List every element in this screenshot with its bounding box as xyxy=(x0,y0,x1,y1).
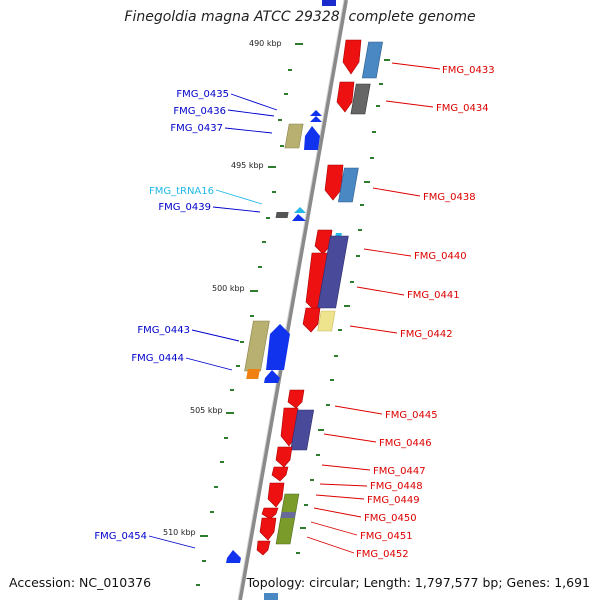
gene-arrow-fmg-0447 xyxy=(275,446,293,468)
gene-label-fmg-0438: FMG_0438 xyxy=(423,192,476,203)
gene-label-fmg-0449: FMG_0449 xyxy=(367,495,420,506)
scale-labels: 490 kbp 495 kbp 500 kbp 505 kbp 510 kbp xyxy=(163,39,282,537)
map-title: Finegoldia magna ATCC 29328, complete ge… xyxy=(124,9,476,25)
scale-label-510kbp: 510 kbp xyxy=(163,528,196,537)
gene-arrow-fmg-0445 xyxy=(287,389,305,409)
gene-arrow-fmg-0433 xyxy=(342,39,362,75)
connector-fmg-0450 xyxy=(313,507,362,518)
gene-arrow-fmg-0438 xyxy=(324,164,344,201)
connector-fmg-0446 xyxy=(323,433,377,443)
gene-label-fmg-0442: FMG_0442 xyxy=(400,329,453,340)
reverse-strand-features xyxy=(256,39,383,556)
gene-arrow-fmg-0448 xyxy=(271,466,289,482)
gene-label-fmg-0436: FMG_0436 xyxy=(173,106,226,117)
accession-text: Accession: NC_010376 xyxy=(9,575,152,590)
gene-arrow-fmg-0452 xyxy=(256,540,271,556)
connector-fmg-trna16 xyxy=(215,189,263,205)
scale-ticks xyxy=(196,43,390,586)
gene-label-fmg-0452: FMG_0452 xyxy=(356,549,409,560)
genome-backbone-line xyxy=(238,0,348,600)
genome-summary-text: Topology: circular; Length: 1,797,577 bp… xyxy=(246,575,590,590)
gene-label-fmg-0444: FMG_0444 xyxy=(131,353,184,364)
forward-gene-labels: FMG_0435 FMG_0436 FMG_0437 FMG_tRNA16 FM… xyxy=(94,89,229,542)
gene-label-fmg-0448: FMG_0448 xyxy=(370,481,423,492)
gene-arrow-fmg-0436 xyxy=(310,116,322,122)
connector-fmg-0442 xyxy=(349,325,398,334)
connector-fmg-0434 xyxy=(385,100,434,108)
protein-bar-fmg-0438 xyxy=(338,167,359,203)
protein-bar-fmg-0446 xyxy=(290,409,315,451)
scale-label-500kbp: 500 kbp xyxy=(212,284,245,293)
gene-label-fmg-0447: FMG_0447 xyxy=(373,466,426,477)
connector-fmg-0441 xyxy=(356,286,405,296)
gene-arrow-fmg-0454 xyxy=(226,550,241,563)
protein-bar-fmg-0444-orange xyxy=(246,369,260,379)
scale-label-505kbp: 505 kbp xyxy=(190,406,223,415)
scale-label-495kbp: 495 kbp xyxy=(231,161,264,170)
reverse-gene-labels: FMG_0433 FMG_0434 FMG_0438 FMG_0440 FMG_… xyxy=(356,65,495,560)
rna-arrow-fmg-trna16 xyxy=(294,207,306,213)
gene-arrow-fmg-0444 xyxy=(264,370,280,383)
gene-label-fmg-0450: FMG_0450 xyxy=(364,513,417,524)
gene-arrow-fmg-0439 xyxy=(292,214,306,221)
connector-fmg-0440 xyxy=(363,248,412,257)
protein-bar-fmg-0450 xyxy=(275,493,300,545)
protein-bar-fmg-0437-tan xyxy=(284,123,304,149)
protein-bar-fmg-0441 xyxy=(317,235,349,309)
connector-fmg-0447 xyxy=(321,464,371,471)
connector-fmg-0448 xyxy=(319,483,368,487)
connector-fmg-0437 xyxy=(224,127,273,134)
gene-label-fmg-0451: FMG_0451 xyxy=(360,531,413,542)
protein-bar-fmg-0450-mid xyxy=(280,512,296,518)
protein-bar-fmg-0433 xyxy=(361,41,383,79)
gene-label-fmg-0437: FMG_0437 xyxy=(170,123,223,134)
feature-top-cut xyxy=(322,0,336,6)
gene-label-fmg-0445: FMG_0445 xyxy=(385,410,438,421)
gene-arrow-fmg-0437 xyxy=(304,126,320,150)
protein-bar-fmg-0434 xyxy=(350,83,371,115)
connector-fmg-0438 xyxy=(372,187,421,197)
connector-fmg-0433 xyxy=(391,62,441,70)
gene-arrow-fmg-0434 xyxy=(336,81,355,113)
gene-label-fmg-0446: FMG_0446 xyxy=(379,438,432,449)
gene-label-fmg-0433: FMG_0433 xyxy=(442,65,495,76)
protein-bar-fmg-0443 xyxy=(244,320,270,372)
gene-arrow-fmg-0440 xyxy=(314,229,333,255)
genome-backbone-highlight xyxy=(237,0,345,600)
gene-label-fmg-0435: FMG_0435 xyxy=(176,89,229,100)
gene-label-fmg-0443: FMG_0443 xyxy=(137,325,190,336)
gene-arrow-fmg-0443 xyxy=(266,324,290,370)
connector-fmg-0451 xyxy=(310,521,358,536)
connector-fmg-0444 xyxy=(185,357,233,371)
scale-label-490kbp: 490 kbp xyxy=(249,39,282,48)
forward-strand-features xyxy=(226,110,322,563)
connector-fmg-0454 xyxy=(148,535,196,549)
protein-bar-fmg-0439 xyxy=(275,212,289,218)
gene-label-fmg-0439: FMG_0439 xyxy=(158,202,211,213)
connector-fmg-0452 xyxy=(306,536,355,554)
feature-bottom-cut xyxy=(264,593,278,600)
connector-fmg-0449 xyxy=(315,494,365,500)
gene-label-fmg-0454: FMG_0454 xyxy=(94,531,147,542)
protein-bar-fmg-0442 xyxy=(317,310,336,332)
connector-fmg-0436 xyxy=(227,109,275,117)
connector-fmg-0443 xyxy=(191,329,240,342)
connector-fmg-0439 xyxy=(212,206,261,213)
connector-fmg-0435 xyxy=(230,93,278,111)
gene-arrow-fmg-0435 xyxy=(310,110,322,116)
label-connectors xyxy=(148,62,441,554)
gene-label-fmg-0434: FMG_0434 xyxy=(436,103,489,114)
gene-label-fmg-trna16: FMG_tRNA16 xyxy=(149,186,214,197)
gene-label-fmg-0441: FMG_0441 xyxy=(407,290,460,301)
gene-label-fmg-0440: FMG_0440 xyxy=(414,251,467,262)
gene-arrow-fmg-0451 xyxy=(259,517,277,541)
connector-fmg-0445 xyxy=(334,405,383,415)
gene-arrow-fmg-0449 xyxy=(267,482,285,508)
gene-arrow-fmg-0442 xyxy=(302,307,321,333)
gene-arrow-fmg-0450 xyxy=(261,507,279,520)
